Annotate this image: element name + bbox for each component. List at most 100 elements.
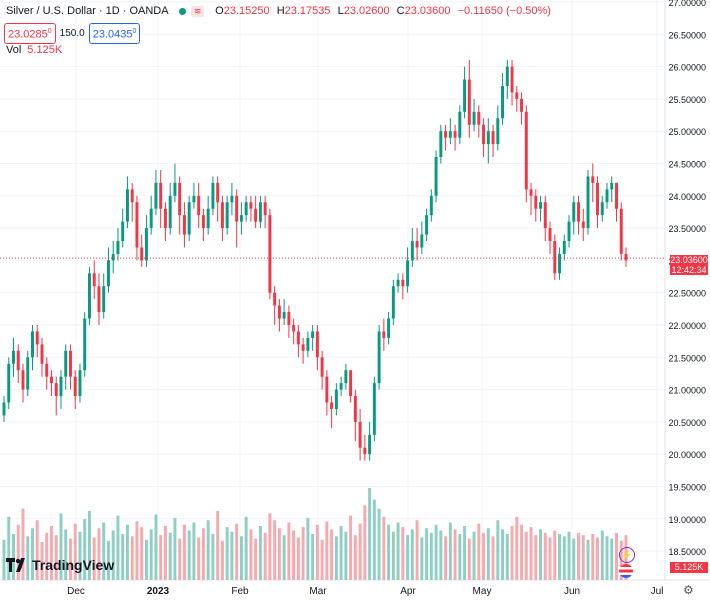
candle-body: [467, 79, 471, 125]
candle-body: [515, 92, 519, 99]
volume-bar: [31, 528, 34, 580]
candle-body: [12, 350, 15, 364]
y-tick-label: 24.00000: [668, 192, 706, 202]
candle-body: [216, 182, 220, 203]
volume-bar: [144, 539, 148, 580]
candle-body: [173, 182, 177, 196]
candle-body: [453, 131, 457, 138]
open-value: 23.15250: [223, 5, 270, 17]
candle-body: [420, 234, 424, 248]
candle-body: [197, 195, 201, 216]
buy-price: 23.0435: [92, 28, 133, 41]
candle-body: [73, 376, 77, 397]
volume-label: Vol: [6, 44, 22, 56]
volume-bar: [434, 524, 438, 580]
candle-body: [401, 279, 405, 287]
x-tick-label: Apr: [400, 586, 416, 597]
volume-bar: [35, 520, 39, 580]
volume-bar: [615, 532, 618, 580]
candle-body: [140, 247, 144, 261]
candle-body: [387, 318, 391, 338]
volume-bar: [111, 530, 115, 580]
candle-body: [444, 131, 448, 138]
candle-body: [596, 182, 599, 216]
candle-body: [211, 182, 215, 209]
symbol-title[interactable]: Silver / U.S. Dollar · 1D · OANDA: [6, 5, 168, 17]
volume-bar: [391, 531, 395, 580]
candle-body: [529, 189, 533, 196]
candle-body: [577, 202, 580, 222]
volume-bar: [69, 538, 72, 580]
buy-button[interactable]: 23.04350: [88, 23, 141, 44]
volume-bar: [187, 530, 191, 580]
volume-bar: [301, 527, 305, 580]
open-label: O: [215, 5, 224, 17]
candle-body: [111, 253, 115, 261]
candle-body: [429, 195, 433, 216]
volume-bar: [97, 528, 101, 580]
candle-body: [358, 421, 362, 448]
volume-bar: [320, 539, 324, 580]
volume-bar: [173, 517, 177, 580]
volume-bar: [50, 525, 53, 580]
volume-bar: [591, 534, 595, 580]
volume-bar: [344, 531, 348, 580]
volume-bar: [116, 515, 120, 580]
candle-body: [78, 370, 82, 397]
volume-bar: [558, 534, 561, 580]
y-tick-label: 25.50000: [668, 95, 706, 105]
close-label: C: [396, 5, 405, 17]
volume-bar: [577, 532, 580, 580]
volume-bar: [396, 522, 400, 580]
volume-bar: [64, 529, 68, 580]
candle-body: [220, 202, 224, 229]
volume-bar: [496, 520, 500, 580]
candle-body: [83, 318, 87, 371]
candle-body: [477, 111, 481, 125]
data-flag-icon[interactable]: ≋: [191, 5, 205, 17]
volume-bar: [420, 537, 424, 580]
sell-button[interactable]: 23.02850: [4, 23, 56, 44]
y-tick-label: 19.00000: [668, 515, 706, 525]
candle-body: [572, 202, 576, 222]
candle-body: [496, 118, 500, 145]
candle-body: [391, 286, 395, 319]
candle-body: [168, 195, 172, 229]
volume-bar: [311, 534, 315, 580]
tradingview-logo[interactable]: TradingView: [6, 557, 114, 573]
volume-bar: [12, 534, 15, 580]
volume-bar: [548, 537, 552, 580]
volume-bar: [439, 530, 443, 580]
candle-body: [282, 312, 286, 319]
flag-icon[interactable]: [619, 564, 633, 578]
y-tick-label: 26.50000: [668, 30, 706, 40]
x-tick-label: 2023: [147, 586, 170, 597]
volume-bar: [21, 508, 25, 580]
sell-price-pip: 0: [47, 28, 52, 35]
countdown-value: 12:42:34: [671, 265, 707, 275]
volume-bar: [562, 536, 566, 580]
candle-body: [116, 241, 120, 254]
candle-body: [586, 176, 590, 229]
candle-body: [178, 182, 182, 216]
volume-bar: [553, 530, 557, 580]
lightning-icon[interactable]: ⚡: [619, 547, 635, 563]
candle-body: [163, 208, 167, 229]
sell-price: 23.0285: [8, 28, 48, 41]
volume-bar: [220, 540, 224, 580]
candle-body: [463, 79, 467, 112]
brand-name: TradingView: [32, 557, 115, 573]
volume-bar: [125, 524, 129, 580]
volume-bar: [448, 522, 452, 580]
volume-bar: [458, 534, 462, 580]
volume-bar: [353, 535, 357, 580]
candle-body: [40, 344, 44, 364]
settings-gear-icon[interactable]: ⚙: [683, 583, 694, 597]
volume-bar: [292, 530, 296, 580]
volume-bar: [87, 511, 91, 580]
volume-bar: [102, 522, 106, 580]
candle-body: [263, 202, 267, 216]
volume-bar: [178, 538, 182, 580]
volume-bar: [406, 535, 410, 580]
